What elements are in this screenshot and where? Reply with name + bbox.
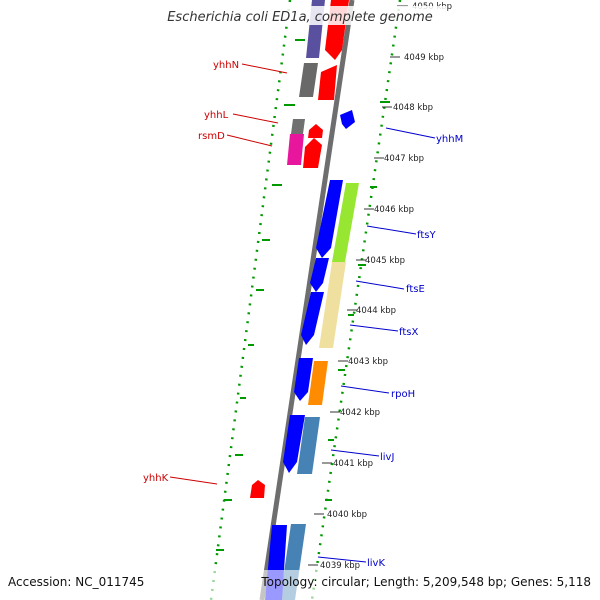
gene-label-ftsE: ftsE: [406, 284, 425, 295]
reverse-gene-arrow-yhhK: [250, 480, 265, 498]
kbp-label-4040: 4040 kbp: [327, 510, 367, 520]
forward-gene-arrow-ftsE: [310, 258, 329, 292]
forward-gene-arrow-yhhM: [340, 110, 355, 129]
gene-label-livJ: livJ: [380, 452, 394, 463]
gene-block-orange: [308, 361, 328, 405]
reverse-gene-arrow-yhhL: [308, 124, 323, 138]
gene-label-yhhN: yhhN: [213, 60, 239, 71]
gc-skew-ticks: [216, 39, 390, 551]
gc-track-left: [209, 0, 292, 600]
reverse-gene-arrow-yhhN: [318, 65, 337, 100]
footer-backdrop: [0, 570, 600, 600]
kbp-label-4042: 4042 kbp: [340, 408, 380, 418]
gene-label-yhhK: yhhK: [143, 473, 169, 484]
forward-gene-arrow-livJ: [283, 415, 305, 473]
reverse-gene-arrow-rsmD: [303, 138, 322, 168]
title-backdrop: [155, 6, 447, 25]
kbp-label-4041: 4041 kbp: [333, 459, 373, 469]
gene-label-rsmD: rsmD: [198, 131, 225, 142]
genome-backbone: [259, 0, 355, 600]
gene-block-gray-2: [291, 119, 305, 134]
gene-label-yhhM: yhhM: [436, 134, 463, 145]
label-connectors: [169, 63, 436, 563]
accession-text: Accession: NC_011745: [8, 575, 144, 589]
kbp-label-4044: 4044 kbp: [356, 306, 396, 316]
kbp-label-4039: 4039 kbp: [320, 561, 360, 571]
gene-label-yhhL: yhhL: [204, 110, 229, 121]
gene-block-steelblue-1: [297, 417, 320, 474]
kbp-label-4049: 4049 kbp: [404, 53, 444, 63]
gene-label-livK: livK: [367, 558, 385, 569]
kbp-label-4048: 4048 kbp: [393, 103, 433, 113]
gene-block-magenta: [287, 134, 304, 165]
map-title: Escherichia coli ED1a, complete genome: [167, 10, 433, 25]
gene-block-lime: [332, 183, 359, 262]
forward-gene-arrow-ftsY: [316, 180, 343, 258]
gene-label-ftsX: ftsX: [399, 327, 418, 338]
gene-label-ftsY: ftsY: [417, 230, 436, 241]
gene-labels-right: yhhM ftsY ftsE ftsX rpoH livJ livK: [367, 134, 463, 569]
forward-gene-arrow-rpoH: [294, 358, 313, 401]
genome-summary-text: Topology: circular; Length: 5,209,548 bp…: [260, 575, 591, 589]
gene-block-gray-1: [299, 63, 318, 97]
forward-gene-arrow-ftsX: [301, 292, 324, 345]
kbp-label-4047: 4047 kbp: [384, 154, 424, 164]
gene-labels-left: yhhN yhhL rsmD yhhK: [143, 60, 239, 484]
kbp-ticks: [308, 5, 408, 566]
gene-label-rpoH: rpoH: [391, 389, 415, 400]
gene-block-khaki: [319, 262, 346, 348]
kbp-label-4046: 4046 kbp: [374, 205, 414, 215]
kbp-label-4045: 4045 kbp: [365, 256, 405, 266]
kbp-label-4043: 4043 kbp: [348, 357, 388, 367]
